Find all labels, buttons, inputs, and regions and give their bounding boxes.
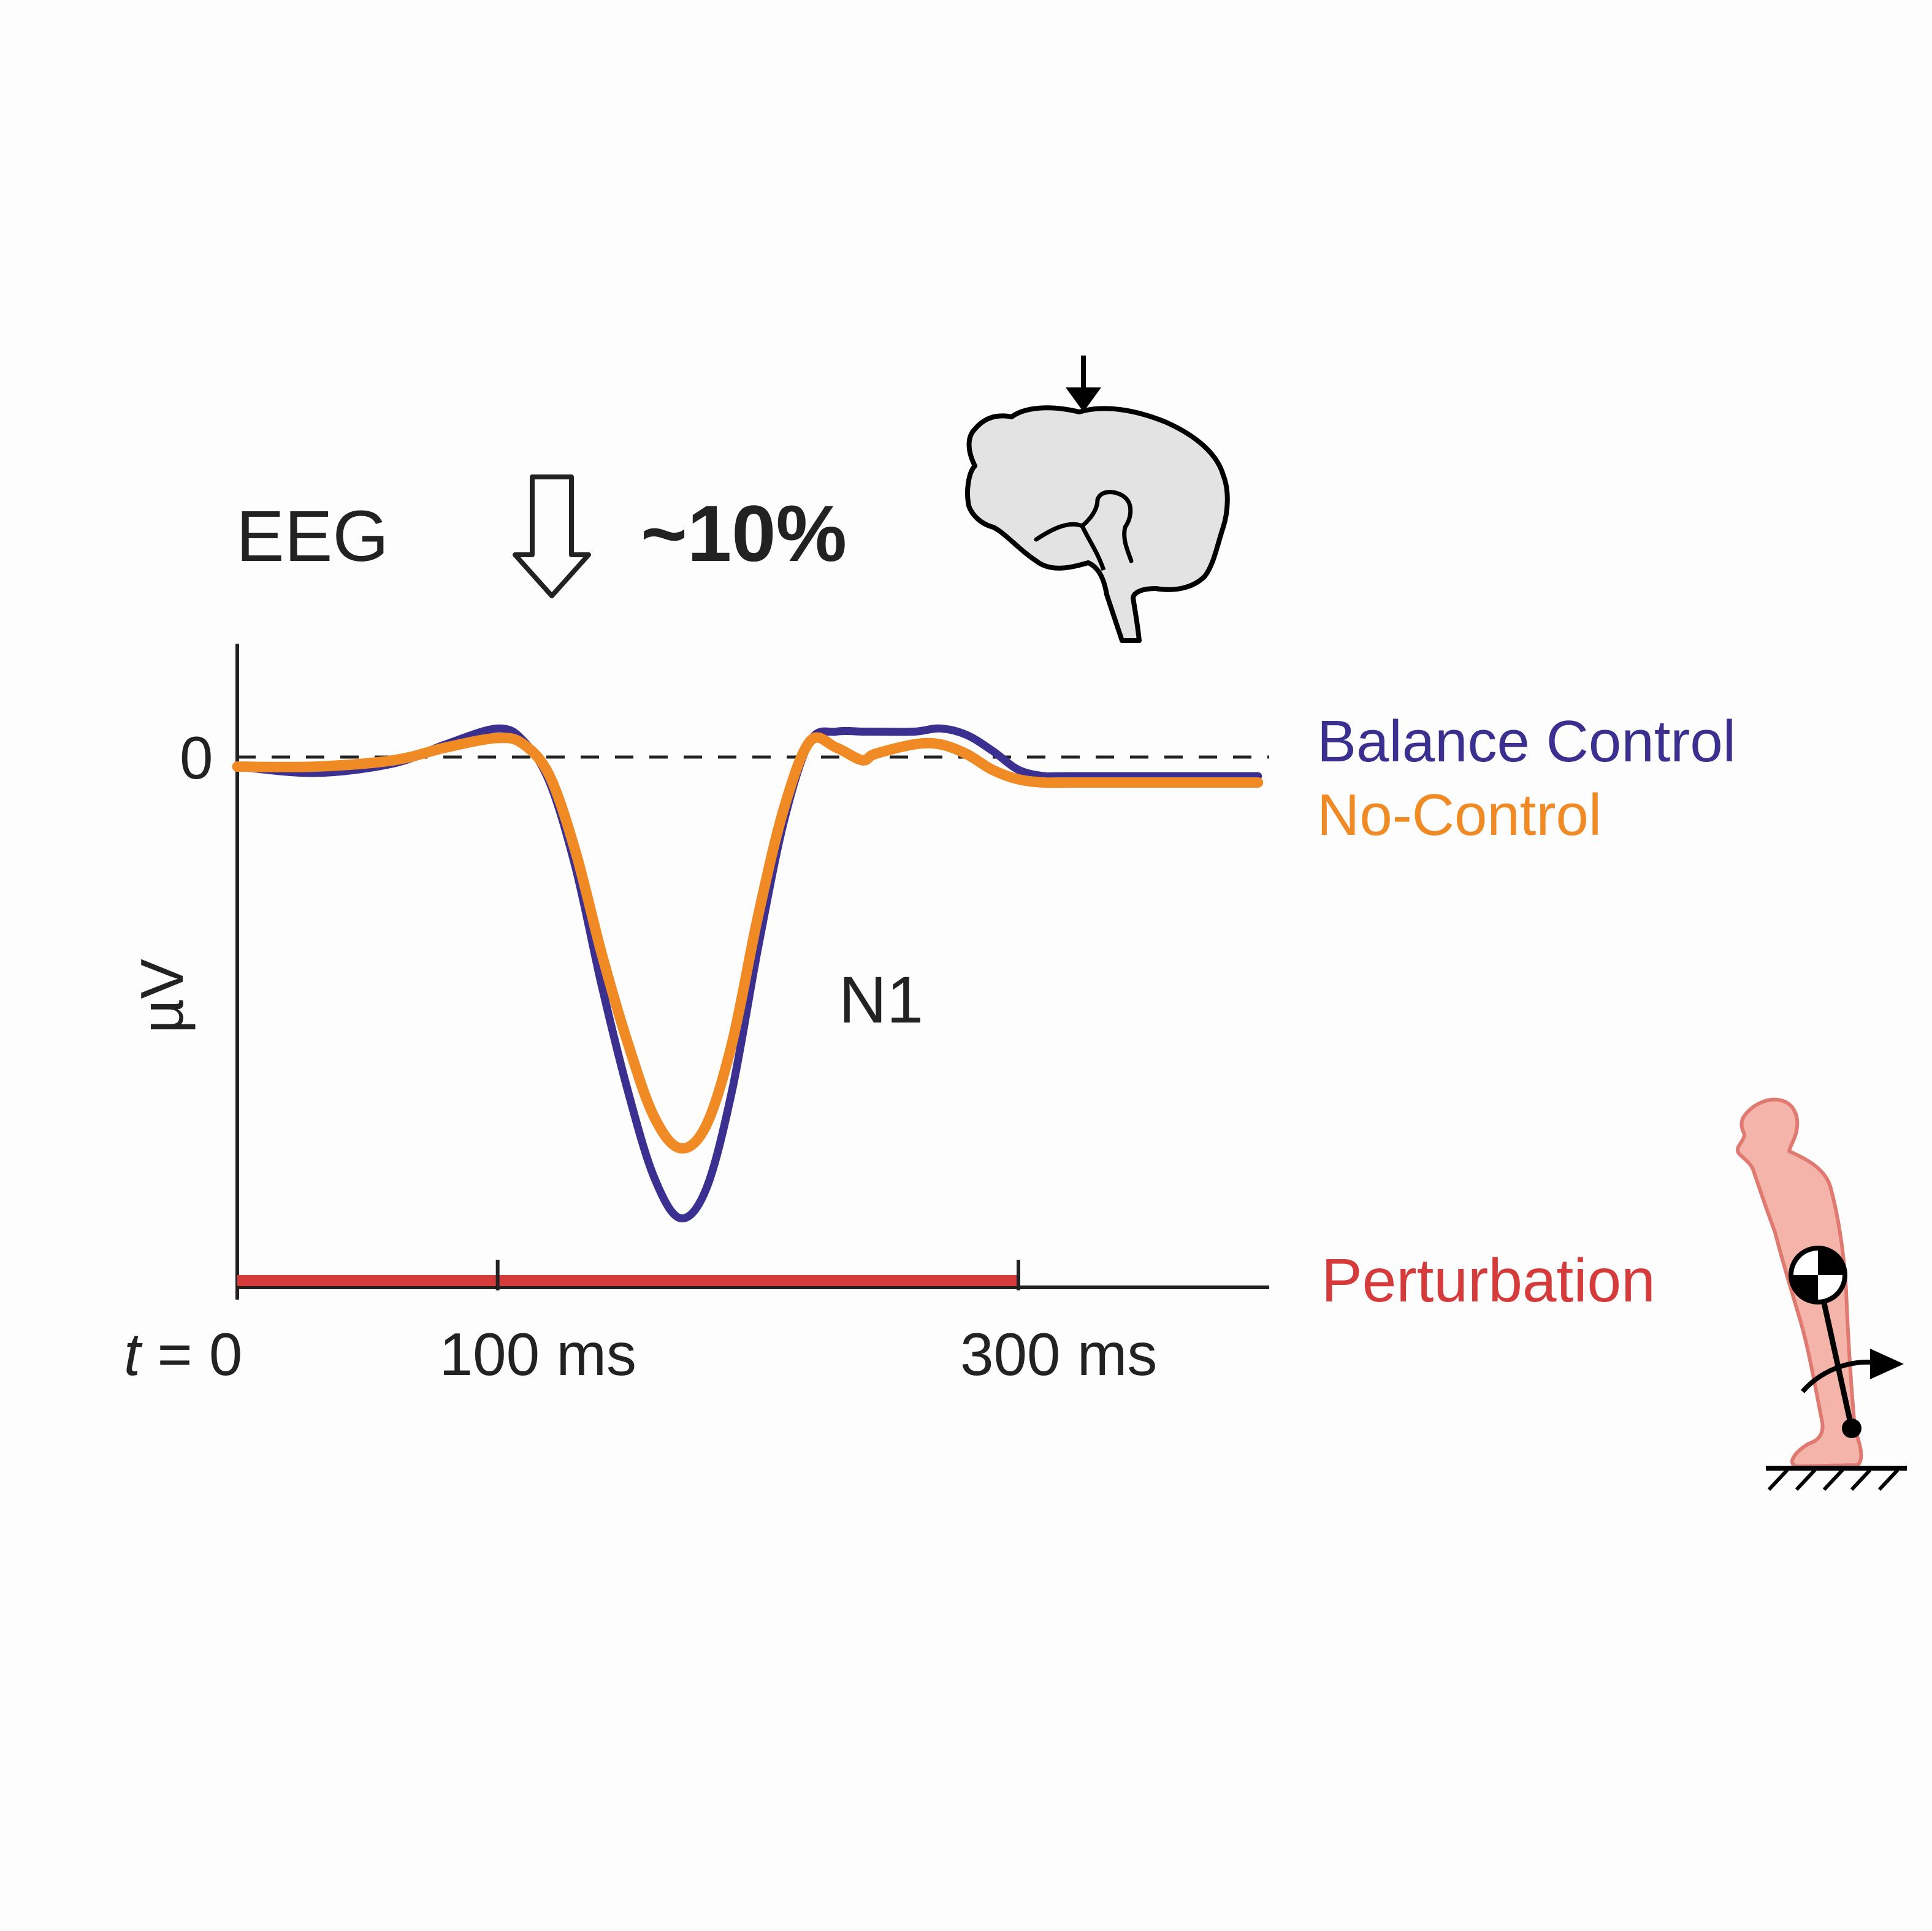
n1-label: N1: [839, 962, 923, 1037]
y-tick-label: 0: [180, 724, 213, 791]
legend-balance-control: Balance Control: [1317, 709, 1736, 774]
y-axis-label: µV: [128, 959, 196, 1034]
brain-icon: [965, 356, 1230, 643]
series-line-no-control: [232, 732, 1264, 1154]
legend-perturbation: Perturbation: [1321, 1246, 1655, 1315]
down-arrow-icon: [513, 474, 591, 598]
legend-no-control: No-Control: [1317, 782, 1602, 848]
reduction-label: ~10%: [641, 489, 847, 578]
x-tick-label: t = 0: [124, 1320, 242, 1388]
x-tick-label: 300 ms: [960, 1320, 1157, 1388]
eeg-title: EEG: [236, 496, 389, 577]
x-tick-label: 100 ms: [440, 1320, 636, 1388]
standing-person-icon: [1736, 1097, 1907, 1491]
series-line-balance-control: [233, 724, 1262, 1222]
